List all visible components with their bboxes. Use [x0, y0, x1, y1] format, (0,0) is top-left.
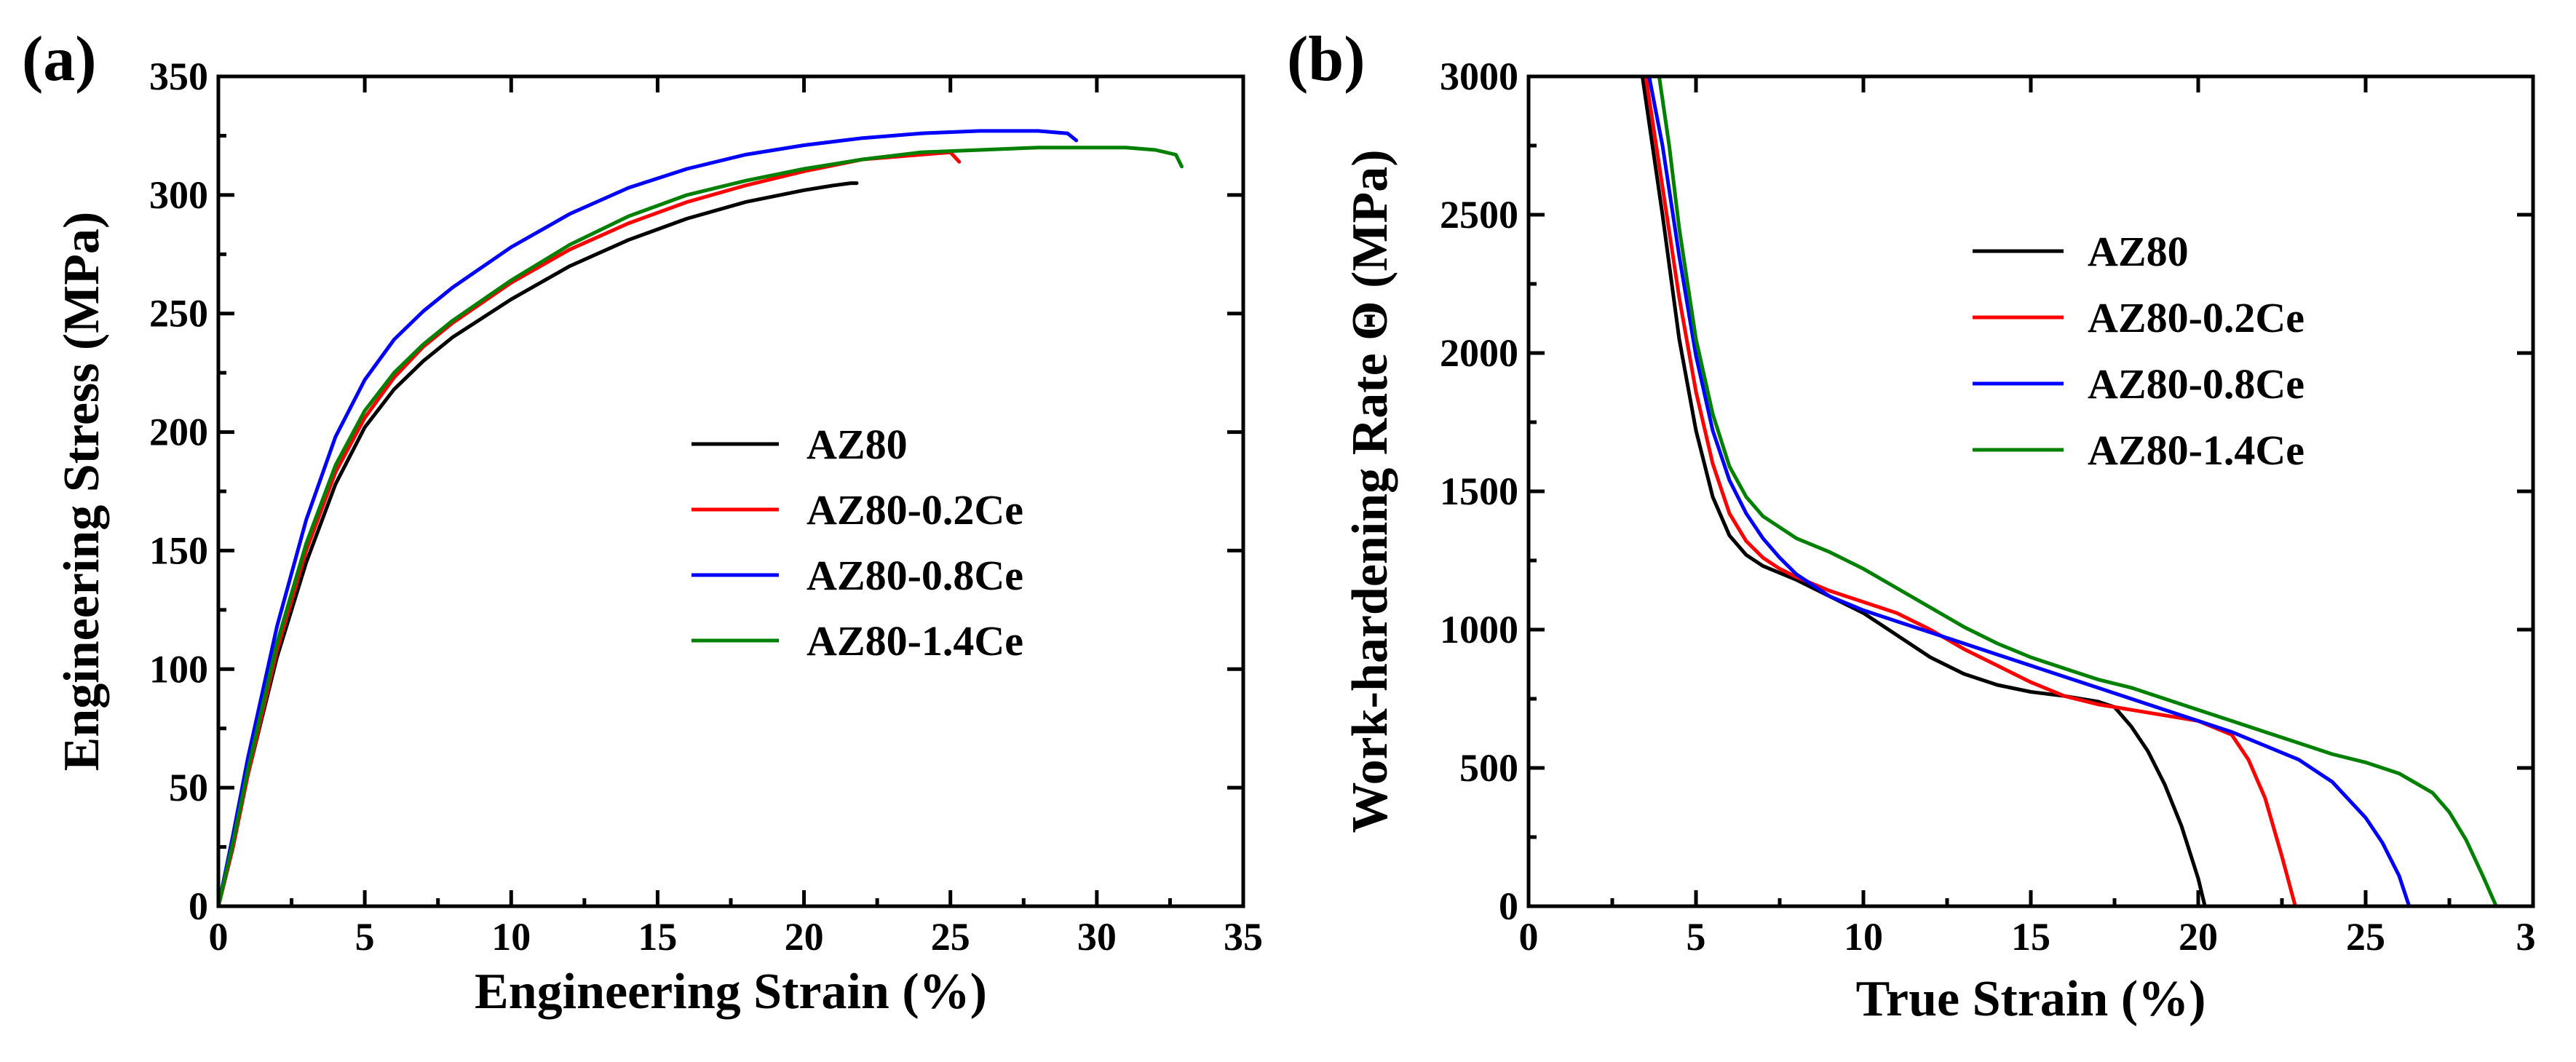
- panel-a-series-az80-0.8ce: [216, 129, 1079, 908]
- panel-a-x-tick-label: 25: [931, 915, 970, 959]
- legend-label-az80-0.8ce-b: AZ80-0.8Ce: [2088, 360, 2304, 408]
- panel-b-x-tick-label: 3: [2516, 915, 2536, 959]
- panel-b-plot-frame: [1526, 74, 2535, 908]
- panel-b-x-tick-label: 20: [2179, 915, 2218, 959]
- panel-a-plot-frame: [216, 74, 1245, 908]
- panel-b-x-tick-label: 25: [2346, 915, 2385, 959]
- panel-b-x-tick-label: 10: [1844, 915, 1883, 959]
- panel-b-x-tick-label: 0: [1519, 915, 1539, 959]
- legend-label-az80-1.4ce-b: AZ80-1.4Ce: [2088, 427, 2304, 474]
- panel-a-y-tick-label: 300: [149, 173, 208, 217]
- panel-b-series-az80: [1640, 74, 2207, 908]
- panel-label-b: (b): [1287, 24, 1366, 95]
- panel-b-x-tick-label: 5: [1687, 915, 1706, 959]
- panel-b-y-tick-label: 500: [1459, 746, 1518, 790]
- panel-b-series-group: [1640, 74, 2498, 908]
- panel-a-x-tick-label: 30: [1077, 915, 1117, 959]
- panel-a-series-az80: [216, 181, 859, 908]
- panel-b-y-tick-label: 2000: [1440, 331, 1518, 375]
- legend-label-az80-0.2ce: AZ80-0.2Ce: [807, 486, 1023, 534]
- panel-a-x-tick-label: 5: [355, 915, 375, 959]
- panel-a-y-tick-label: 0: [189, 884, 208, 928]
- panel-a-x-tick-label: 10: [491, 915, 531, 959]
- panel-a-engineering-stress-strain: (a) 0 5 10 15 20 25 30 35050100150200250300350 …: [22, 24, 1263, 1020]
- legend-label-az80-b: AZ80: [2088, 228, 2189, 275]
- panel-b-series-az80-0.8ce: [1647, 74, 2411, 908]
- panel-a-x-tick-label: 20: [785, 915, 824, 959]
- panel-a-series-group: [216, 129, 1184, 908]
- panel-b-y-tick-label: 0: [1499, 884, 1518, 928]
- panel-b-x-tick-label: 15: [2011, 915, 2050, 959]
- panel-a-x-axis-title: Engineering Strain (%): [475, 964, 987, 1020]
- panel-a-y-tick-label: 50: [169, 766, 208, 809]
- panel-a-x-tick-label: 15: [638, 915, 677, 959]
- panel-b-series-az80-1.4ce: [1657, 74, 2498, 908]
- panel-a-y-tick-label: 250: [149, 292, 208, 336]
- panel-b-y-tick-label: 1500: [1440, 469, 1518, 513]
- panel-a-y-tick-label: 350: [149, 55, 208, 98]
- legend-label-az80-1.4ce: AZ80-1.4Ce: [807, 617, 1023, 665]
- panel-a-x-tick-label: 35: [1224, 915, 1263, 959]
- legend-label-az80-0.8ce: AZ80-0.8Ce: [807, 552, 1023, 599]
- panel-a-y-axis-title: Engineering Stress (MPa): [54, 212, 110, 772]
- panel-b-legend: AZ80 AZ80-0.2Ce AZ80-0.8Ce AZ80-1.4Ce: [1973, 228, 2304, 474]
- panel-b-y-tick-label: 3000: [1440, 55, 1518, 98]
- panel-a-series-az80-1.4ce: [216, 146, 1184, 908]
- legend-label-az80-0.2ce-b: AZ80-0.2Ce: [2088, 294, 2304, 341]
- panel-a-legend: AZ80 AZ80-0.2Ce AZ80-0.8Ce AZ80-1.4Ce: [691, 421, 1023, 665]
- panel-label-a: (a): [22, 24, 97, 95]
- panel-b-y-tick-label: 2500: [1440, 193, 1518, 237]
- legend-label-az80: AZ80: [807, 421, 908, 468]
- panel-a-y-tick-label: 200: [149, 411, 208, 454]
- panel-b-x-axis-title: True Strain (%): [1856, 971, 2206, 1027]
- panel-b-y-axis-title: Work-hardening Rate Θ (MPa): [1342, 149, 1398, 833]
- panel-a-y-tick-label: 100: [149, 647, 208, 691]
- panel-b-work-hardening-rate: (b) 0 5 10 15 20 25 3050010001500200025003000 …: [1287, 24, 2536, 1027]
- panel-b-y-tick-label: 1000: [1440, 608, 1518, 651]
- panel-a-x-tick-label: 0: [209, 915, 229, 959]
- panel-a-y-tick-label: 150: [149, 528, 208, 572]
